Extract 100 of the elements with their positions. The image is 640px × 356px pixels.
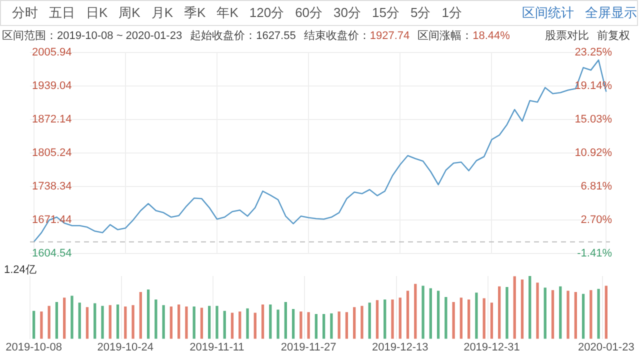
bar [360,306,364,339]
text: 5分 [410,4,431,22]
text: 区间范围：2019-10-08 ~ 2020-01-23 [2,28,182,42]
text: 全屏显示 [585,4,637,22]
y2-tick-label: 15.03% [574,114,612,126]
bar [490,302,494,339]
bar [177,304,180,339]
x-tick-label: 2019-10-08 [6,341,62,354]
bar [460,298,463,339]
bar [170,306,173,339]
y-tick-label: 1939.04 [32,80,72,92]
bar [314,314,318,339]
bar [276,310,280,339]
y2-tick-label: 2.70% [580,214,612,226]
text: 起始收盘价：1627.55 [190,28,296,42]
x-tick-label: 2019-11-27 [280,341,336,354]
y-tick-label: 1738.34 [32,180,72,192]
bar [353,307,356,339]
bar [513,276,516,339]
text: 日K [86,4,108,22]
text: 股票对比 [545,28,589,42]
annotation: 1.24亿 [4,263,36,277]
bar [475,292,478,339]
bar [40,311,43,339]
y2-tick-label: 10.92% [574,147,612,160]
bar [429,288,432,339]
text: 季K [184,4,206,22]
bar [376,300,379,339]
y2-tick-label: 6.81% [580,180,612,192]
bar [94,303,96,339]
y-tick-label: 1805.24 [32,147,72,160]
bar [108,305,112,339]
bar [55,302,58,339]
y2-tick-label: -1.41% [577,247,612,260]
bar [406,290,410,339]
bar [528,276,532,339]
bar [300,311,302,339]
y-tick-label: 1604.54 [32,247,72,260]
bar [208,306,211,339]
bar [101,306,104,339]
bar [284,302,287,339]
bar [414,284,417,339]
text: 分时 [12,4,38,22]
bar [520,279,524,339]
bar [116,304,120,339]
bar [498,286,501,339]
text: 区间统计 [522,4,574,22]
text: 年K [216,4,238,22]
bar [467,300,470,339]
text: 五日 [49,4,75,22]
bar [261,304,264,339]
text: 15分 [372,4,400,22]
bar [132,305,134,339]
bar [551,290,554,339]
bar [146,289,150,339]
bar [452,302,455,339]
bar [48,306,50,339]
bar [345,312,348,339]
bar [86,307,89,339]
bar [574,292,577,339]
text: 周K [118,4,140,22]
text: 1分 [442,4,462,22]
bar [368,302,371,339]
bar [124,306,127,339]
bar [238,311,242,339]
bar [162,305,165,339]
text: 区间涨幅：18.44% [418,28,510,42]
bar [307,312,310,339]
bar [338,311,340,339]
text: 120分 [249,4,284,22]
bar [139,292,142,339]
bar [154,300,158,339]
bar [63,298,66,339]
bar [384,300,386,339]
bar [192,306,196,339]
bar [78,302,81,339]
x-tick-label: 2019-12-31 [464,341,520,354]
bar [216,306,218,339]
bar [398,298,402,339]
bar [292,308,295,339]
bar [254,312,256,339]
bar [269,304,272,339]
x-tick-label: 2019-11-11 [190,341,244,354]
bar [185,306,188,339]
bar [200,308,204,339]
bar [422,286,424,339]
text: 前复权 [597,28,630,42]
bar [322,314,326,339]
bar [330,313,333,339]
bar [230,312,234,339]
bar [544,288,546,339]
bar [506,286,508,339]
y-tick-label: 1872.14 [32,114,72,126]
bar [223,310,226,339]
x-tick-label: 2019-10-24 [97,341,154,354]
x-tick-label: 2020-01-23 [578,341,634,354]
y2-tick-label: 23.25% [574,46,612,59]
y-tick-label: 2005.94 [32,46,72,59]
text: 月K [151,4,174,22]
bar [391,300,394,339]
